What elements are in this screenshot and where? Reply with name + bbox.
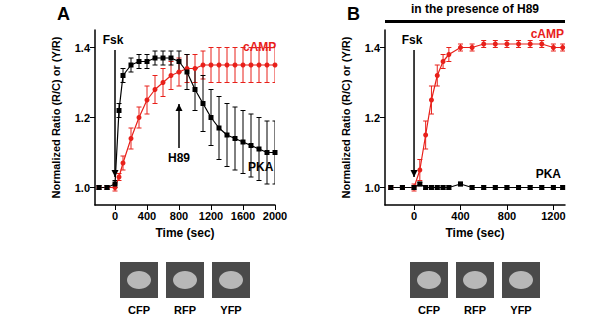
svg-text:Fsk: Fsk (103, 33, 124, 47)
svg-text:1.2: 1.2 (365, 112, 380, 124)
svg-text:800: 800 (170, 210, 188, 222)
svg-text:1.2: 1.2 (75, 112, 90, 124)
svg-text:Time (sec): Time (sec) (445, 226, 504, 240)
svg-text:PKA: PKA (248, 160, 274, 174)
svg-text:RFP: RFP (464, 304, 486, 316)
svg-text:1.0: 1.0 (365, 182, 380, 194)
svg-text:1200: 1200 (541, 210, 565, 222)
svg-text:CFP: CFP (418, 304, 440, 316)
svg-text:Fsk: Fsk (402, 33, 423, 47)
svg-text:Time (sec): Time (sec) (155, 226, 214, 240)
svg-text:CFP: CFP (128, 304, 150, 316)
svg-text:1.0: 1.0 (75, 182, 90, 194)
svg-text:0: 0 (411, 210, 417, 222)
svg-text:B: B (347, 4, 360, 24)
svg-text:YFP: YFP (220, 304, 241, 316)
svg-text:1600: 1600 (231, 210, 255, 222)
svg-text:400: 400 (451, 210, 469, 222)
svg-text:2000: 2000 (263, 210, 287, 222)
svg-text:cAMP: cAMP (531, 27, 564, 41)
svg-text:Normalized Ratio (R/C) or (Y/R: Normalized Ratio (R/C) or (Y/R) (50, 36, 62, 198)
svg-text:800: 800 (498, 210, 516, 222)
svg-text:A: A (57, 4, 70, 24)
svg-text:PKA: PKA (536, 167, 562, 181)
svg-text:0: 0 (112, 210, 118, 222)
svg-text:in the presence of H89: in the presence of H89 (411, 2, 539, 16)
svg-text:YFP: YFP (510, 304, 531, 316)
svg-text:400: 400 (138, 210, 156, 222)
svg-text:1.4: 1.4 (75, 42, 91, 54)
svg-text:Normalized Ratio (R/C) or (Y/R: Normalized Ratio (R/C) or (Y/R) (340, 36, 352, 198)
svg-text:1.4: 1.4 (365, 42, 381, 54)
svg-text:RFP: RFP (174, 304, 196, 316)
svg-text:cAMP: cAMP (243, 40, 276, 54)
svg-text:H89: H89 (168, 151, 190, 165)
svg-text:1200: 1200 (199, 210, 223, 222)
